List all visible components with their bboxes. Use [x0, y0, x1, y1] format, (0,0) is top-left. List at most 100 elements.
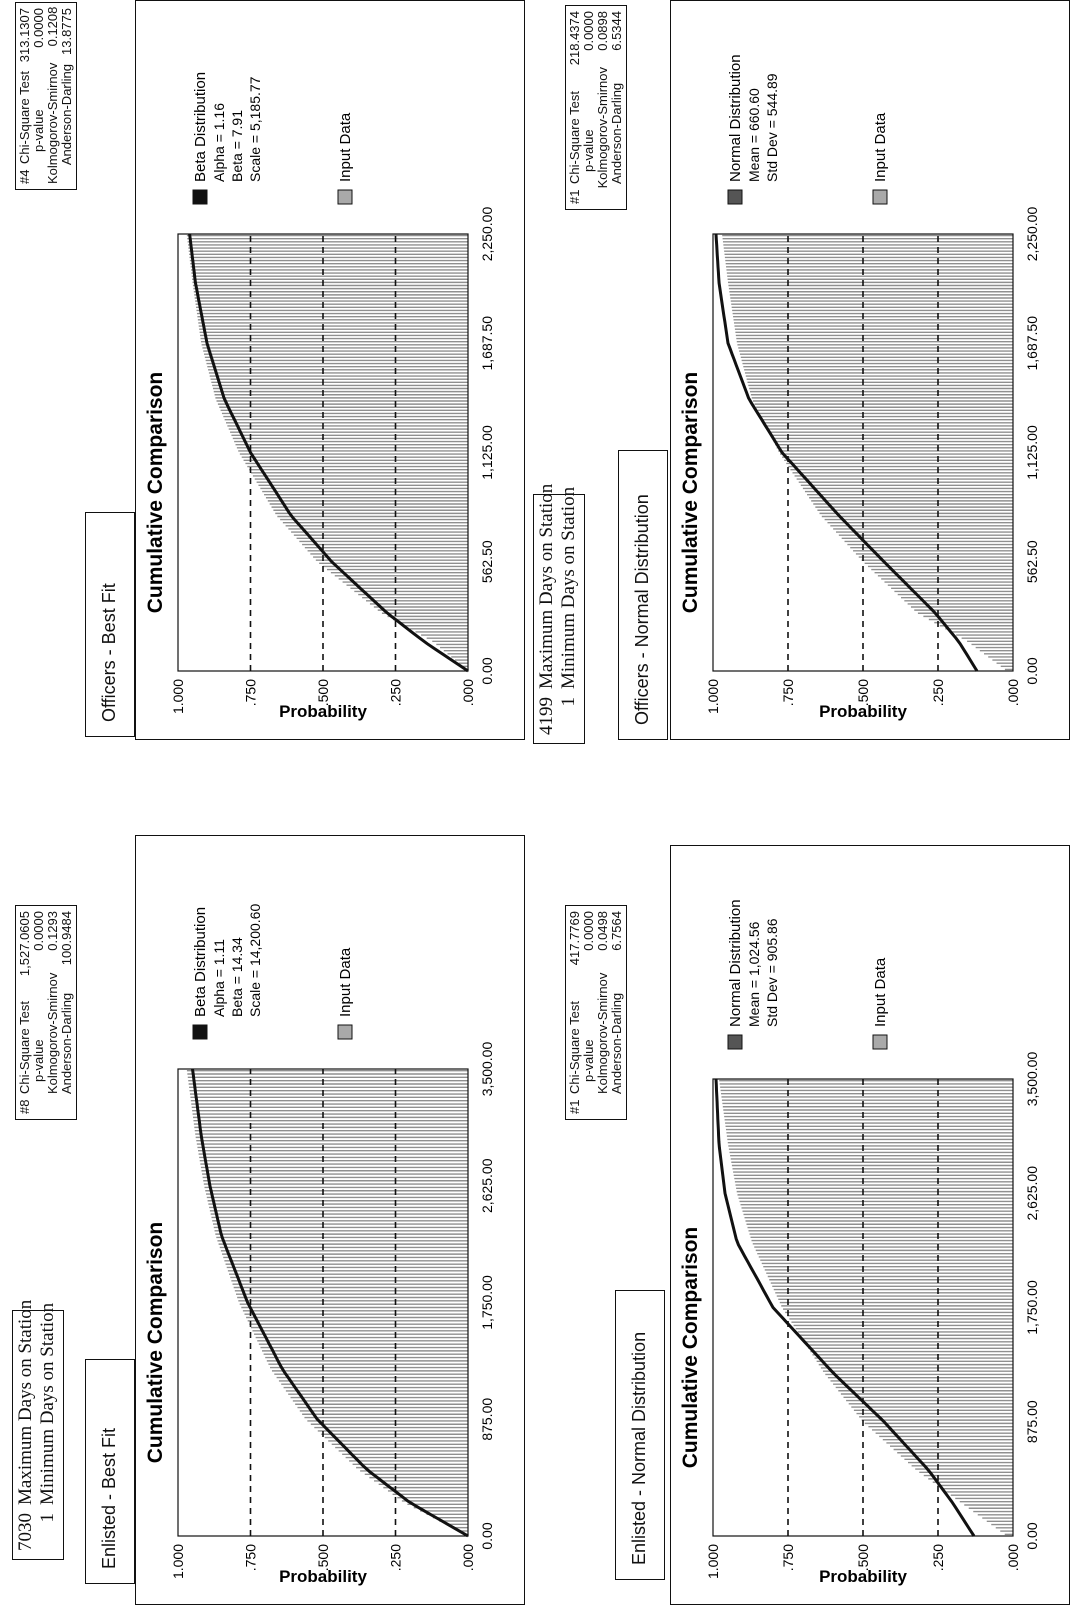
min-days-value: 1 [37, 1513, 58, 1523]
legend-fit-param: Scale = 14,200.60 [247, 904, 263, 1017]
x-tick-label: 0.00 [1024, 657, 1040, 684]
stat-value: 0.0498 [595, 911, 610, 951]
stat-label: p-value [581, 1039, 596, 1082]
legend-fit-param: Mean = 1,024.56 [746, 921, 762, 1027]
chart-title: Cumulative Comparison [144, 1222, 167, 1464]
chart-enlisted-best-fit: Cumulative Comparison Probability 1.000 .75… [144, 904, 495, 1586]
legend-fit-param: Beta = 14.34 [229, 937, 245, 1017]
x-tick-label: 1,687.50 [1024, 316, 1040, 371]
legend-fit-param: Beta = 7.91 [229, 110, 245, 182]
x-tick-label: 3,500.00 [479, 1042, 495, 1097]
stat-label: Kolmogorov-Smirnov [595, 67, 610, 189]
stat-label: Anderson-Darling [59, 64, 74, 166]
legend-data-label: Input Data [872, 957, 889, 1027]
legend-fit-title: Beta Distribution [192, 72, 209, 182]
y-tick-label: 1.000 [705, 679, 721, 714]
stat-label: p-value [581, 129, 596, 172]
subtitle-enlisted-normal: Enlisted - Normal Distribution [615, 1290, 665, 1580]
x-tick-label: 562.50 [1024, 540, 1040, 583]
y-tick-label: .250 [388, 679, 404, 706]
stat-label: Anderson-Darling [59, 992, 74, 1094]
y-tick-label: .750 [780, 679, 796, 706]
stat-value: 417.7769 [567, 911, 582, 966]
stats-row: p-value 0.0000 [31, 911, 46, 1114]
legend-swatch-fit [727, 1034, 743, 1050]
minmax-box-officers: 4199 Maximum Days on Station 1 Minimum Day… [533, 484, 585, 744]
stat-label: Kolmogorov-Smirnov [595, 972, 610, 1094]
x-tick-label: 1,687.50 [479, 316, 495, 371]
stat-label: Chi-Square Test [17, 71, 32, 164]
stat-label: Chi-Square Test [567, 91, 582, 184]
legend-swatch-fit [192, 1024, 208, 1040]
fit-rank: #1 [567, 1099, 582, 1114]
chart-title: Cumulative Comparison [679, 1227, 702, 1469]
stat-label: p-value [31, 109, 46, 152]
max-days-value: 7030 [15, 1513, 36, 1551]
legend-fit-title: Normal Distribution [727, 54, 744, 182]
legend-fit-param: Std Dev = 905.86 [764, 918, 780, 1027]
legend-swatch-fit [727, 189, 743, 205]
stat-label: Chi-Square Test [17, 1001, 32, 1094]
stat-value: 218.4374 [567, 11, 582, 66]
x-tick-label: 875.00 [1024, 1400, 1040, 1443]
x-tick-label: 0.00 [479, 657, 495, 684]
stat-value: 0.0898 [595, 11, 610, 51]
legend-swatch-data [872, 1034, 888, 1050]
stat-label: p-value [31, 1039, 46, 1082]
x-tick-label: 2,625.00 [1024, 1166, 1040, 1221]
stat-label: Chi-Square Test [567, 1001, 582, 1094]
y-tick-label: .000 [1005, 679, 1021, 706]
y-tick-label: .500 [315, 1544, 331, 1571]
max-days-label: Maximum Days on Station [15, 1299, 36, 1505]
legend-fit-title: Beta Distribution [192, 907, 209, 1017]
legend-swatch-data [337, 1024, 353, 1040]
stats-row: #8 Chi-Square Test 1,527.0605 [17, 911, 32, 1114]
legend-fit-title: Normal Distribution [727, 899, 744, 1027]
subtitle-text: Enlisted - Best Fit [99, 1427, 119, 1569]
y-tick-label: .000 [1005, 1544, 1021, 1571]
fit-stats-enlisted-best-fit: #1 Chi-Square Test 417.7769 p-value 0.0000 … [565, 905, 627, 1120]
stats-row: p-value 0.0000 [581, 911, 596, 1114]
min-days-label: Minimum Days on Station [558, 486, 579, 689]
y-tick-label: .500 [855, 1544, 871, 1571]
stats-row: #1 Chi-Square Test 218.4374 [567, 11, 582, 204]
x-tick-label: 1,750.00 [1024, 1280, 1040, 1335]
stats-row: Anderson-Darling 6.7564 [609, 911, 624, 1114]
x-tick-label: 2,250.00 [1024, 207, 1040, 262]
fitted-curve [714, 1078, 976, 1537]
chart-title: Cumulative Comparison [679, 372, 702, 614]
max-days-row: 7030 Maximum Days on Station [15, 1300, 37, 1553]
stat-value: 0.0000 [581, 11, 596, 51]
stats-row: #4 Chi-Square Test 313.1307 [17, 8, 32, 184]
stats-row: p-value 0.0000 [581, 11, 596, 204]
chart-box-officers-normal: Cumulative Comparison Probability 1.000 .75… [670, 0, 1070, 740]
stat-value: 100.9484 [59, 911, 74, 966]
subtitle-enlisted-best-fit: Enlisted - Best Fit [85, 1359, 135, 1584]
fit-rank: #4 [17, 169, 32, 184]
stat-value: 6.7564 [609, 911, 624, 951]
plot-area [177, 1068, 469, 1537]
y-tick-label: .750 [780, 1544, 796, 1571]
y-axis-label: Probability [819, 1567, 907, 1586]
chart-box-officers-best-fit: Cumulative Comparison Probability 1.000 .75… [135, 0, 525, 740]
chart-title: Cumulative Comparison [144, 372, 167, 614]
stat-value: 0.0000 [31, 911, 46, 951]
x-tick-label: 0.00 [1024, 1522, 1040, 1549]
fitted-curve [191, 1068, 469, 1538]
minmax-box-enlisted: 7030 Maximum Days on Station 1 Minimum Day… [12, 1300, 64, 1560]
legend-swatch-data [872, 189, 888, 205]
stat-value: 1,527.0605 [17, 911, 32, 977]
stat-label: Anderson-Darling [609, 992, 624, 1094]
y-axis-label: Probability [279, 1567, 367, 1586]
x-tick-label: 1,125.00 [1024, 425, 1040, 480]
stats-row: Anderson-Darling 6.5344 [609, 11, 624, 204]
legend-fit-param: Alpha = 1.16 [211, 103, 227, 182]
stat-value: 313.1307 [17, 8, 32, 63]
y-tick-label: .250 [930, 679, 946, 706]
y-axis-label: Probability [279, 702, 367, 721]
legend-fit-param: Scale = 5,185.77 [247, 76, 263, 182]
subtitle-officers-normal: Officers - Normal Distribution [618, 450, 668, 740]
y-tick-label: .000 [460, 679, 476, 706]
